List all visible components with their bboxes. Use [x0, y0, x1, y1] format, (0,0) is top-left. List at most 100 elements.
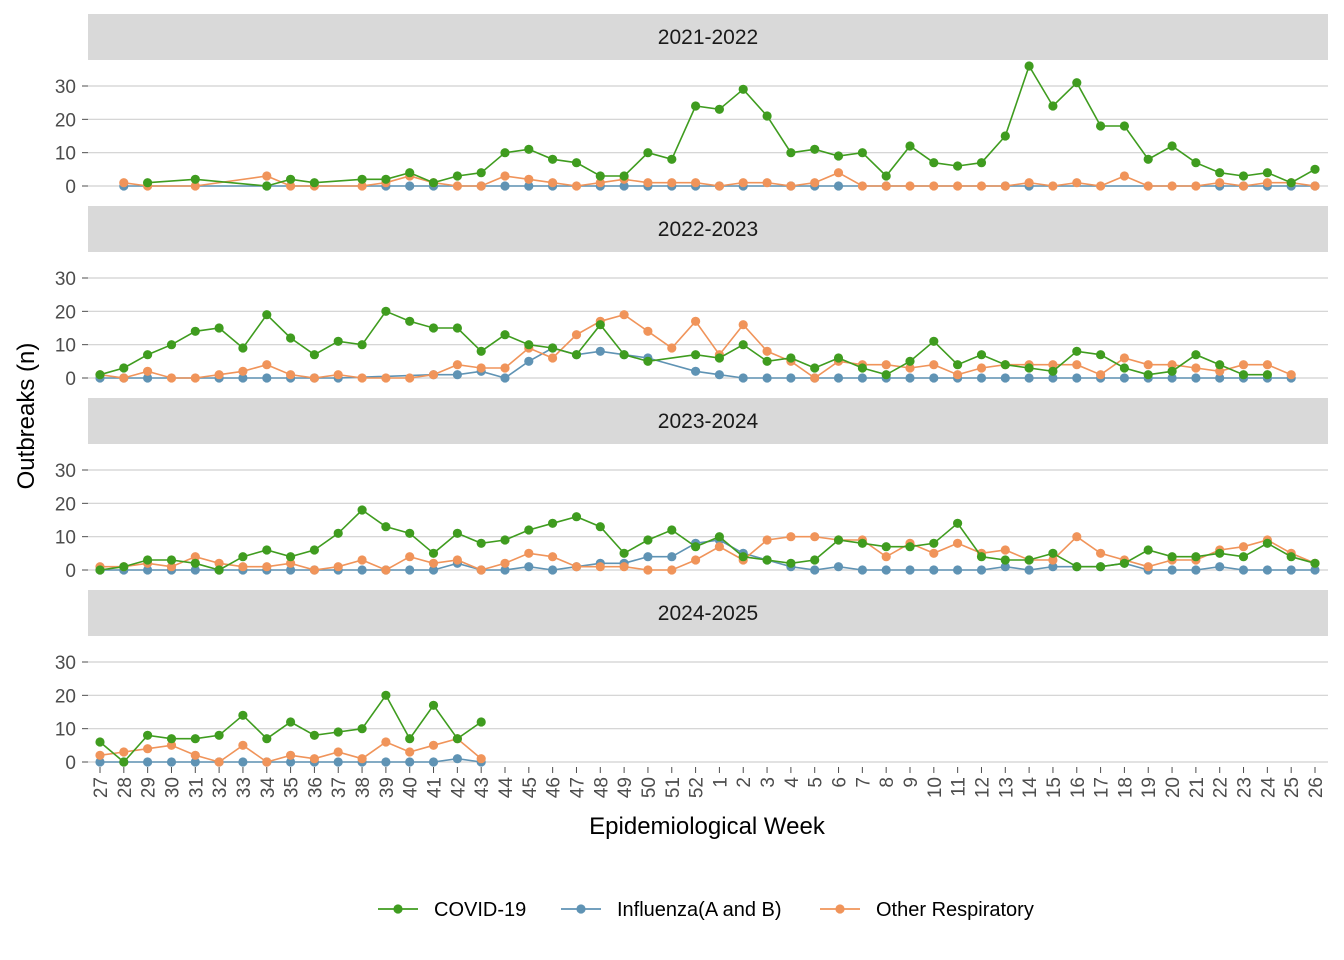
x-tick-label: 17 [1092, 777, 1113, 798]
data-point [548, 565, 558, 575]
data-point [166, 734, 177, 744]
data-point [1191, 373, 1201, 383]
x-tick-label: 29 [139, 777, 160, 798]
x-tick-label: 40 [401, 777, 422, 798]
data-point [143, 744, 153, 754]
data-point [214, 323, 224, 333]
data-point [833, 151, 844, 161]
data-point [357, 174, 367, 184]
data-point [1238, 370, 1249, 380]
data-point [1215, 178, 1225, 188]
data-point [214, 730, 224, 740]
data-point [238, 562, 248, 572]
data-point [833, 373, 844, 383]
data-point [357, 724, 367, 734]
x-tick-label: 13 [996, 777, 1017, 798]
data-point [929, 336, 939, 346]
data-point [333, 370, 343, 380]
data-point [1238, 360, 1249, 370]
data-point [786, 373, 796, 383]
data-point [1048, 548, 1058, 558]
x-tick-label: 36 [305, 777, 326, 798]
x-tick-label: 2 [734, 777, 755, 788]
x-tick-label: 27 [91, 777, 112, 798]
y-tick-label: 10 [55, 144, 76, 165]
data-point [691, 542, 701, 552]
data-point [524, 356, 534, 366]
data-point [548, 552, 558, 562]
data-point [500, 171, 510, 181]
data-point [881, 565, 891, 575]
data-point [1215, 360, 1225, 370]
data-point [333, 727, 343, 737]
data-point [1096, 548, 1106, 558]
y-tick-label: 20 [55, 494, 76, 515]
panel-2023-2024: 2023-2024 0 10 20 30 [55, 398, 1328, 582]
data-point [405, 757, 415, 767]
data-point [166, 740, 177, 750]
data-point [119, 747, 129, 757]
data-point [1262, 168, 1272, 178]
data-point [119, 363, 129, 373]
data-point [1286, 565, 1296, 575]
data-point [786, 181, 796, 191]
data-point [1310, 565, 1320, 575]
y-tick-label: 30 [55, 269, 76, 290]
data-point [1167, 565, 1177, 575]
x-tick-label: 22 [1211, 777, 1232, 798]
data-point [190, 558, 200, 568]
data-point [810, 363, 820, 373]
data-point [405, 168, 415, 178]
data-point [1167, 373, 1177, 383]
data-point [548, 154, 558, 164]
data-point [929, 548, 939, 558]
data-point [953, 360, 963, 370]
data-point [1286, 178, 1296, 188]
data-point [548, 343, 558, 353]
data-point [619, 350, 629, 360]
data-point [1072, 178, 1082, 188]
data-point [309, 565, 319, 575]
data-point [309, 754, 319, 764]
data-point [691, 555, 701, 565]
data-point [333, 562, 343, 572]
data-point [286, 370, 296, 380]
data-point [833, 168, 844, 178]
data-point [262, 171, 272, 181]
data-point [691, 178, 701, 188]
data-point [286, 565, 296, 575]
data-point [667, 552, 677, 562]
data-point [333, 336, 343, 346]
x-tick-label: 33 [234, 777, 255, 798]
data-point [476, 754, 486, 764]
x-tick-label: 28 [115, 777, 136, 798]
data-point [714, 532, 725, 542]
data-point [857, 565, 868, 575]
data-point [500, 565, 510, 575]
facet-strip [88, 14, 1328, 60]
data-point [166, 373, 177, 383]
data-point [357, 555, 367, 565]
x-tick-label: 46 [544, 777, 565, 798]
data-point [1191, 350, 1201, 360]
data-point [833, 535, 844, 545]
data-point [1191, 158, 1201, 168]
data-point [119, 562, 129, 572]
data-point [643, 148, 653, 158]
data-point [500, 330, 510, 340]
data-point [881, 370, 891, 380]
data-point [810, 555, 820, 565]
data-point [214, 558, 224, 568]
data-point [643, 178, 653, 188]
data-point [405, 528, 415, 538]
data-point [762, 111, 772, 121]
data-point [286, 558, 296, 568]
x-tick-label: 51 [663, 777, 684, 798]
data-point [381, 522, 391, 532]
data-point [452, 181, 462, 191]
data-point [381, 565, 391, 575]
data-point [1048, 373, 1058, 383]
data-point [619, 562, 629, 572]
data-point [357, 754, 367, 764]
